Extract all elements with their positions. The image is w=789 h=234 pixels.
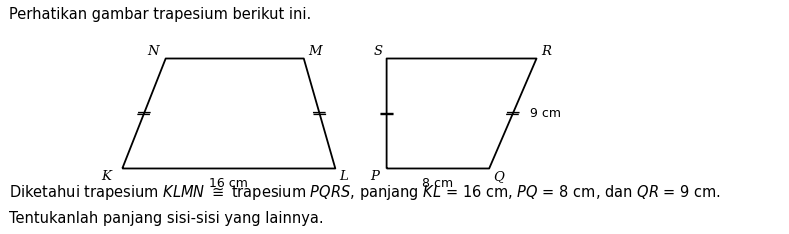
- Text: Diketahui trapesium $KLMN$ $\cong$ trapesium $PQRS$, panjang $KL$ = 16 cm, $PQ$ : Diketahui trapesium $KLMN$ $\cong$ trape…: [9, 183, 722, 201]
- Text: M: M: [308, 45, 322, 58]
- Text: L: L: [339, 170, 348, 183]
- Text: Q: Q: [493, 170, 504, 183]
- Text: 8 cm: 8 cm: [422, 177, 454, 190]
- Text: 16 cm: 16 cm: [209, 177, 249, 190]
- Text: N: N: [147, 45, 159, 58]
- Text: Perhatikan gambar trapesium berikut ini.: Perhatikan gambar trapesium berikut ini.: [9, 7, 312, 22]
- Text: P: P: [371, 170, 380, 183]
- Text: 9 cm: 9 cm: [530, 107, 561, 120]
- Text: S: S: [373, 45, 383, 58]
- Text: Tentukanlah panjang sisi-sisi yang lainnya.: Tentukanlah panjang sisi-sisi yang lainn…: [9, 211, 324, 226]
- Text: R: R: [540, 45, 551, 58]
- Text: K: K: [101, 170, 111, 183]
